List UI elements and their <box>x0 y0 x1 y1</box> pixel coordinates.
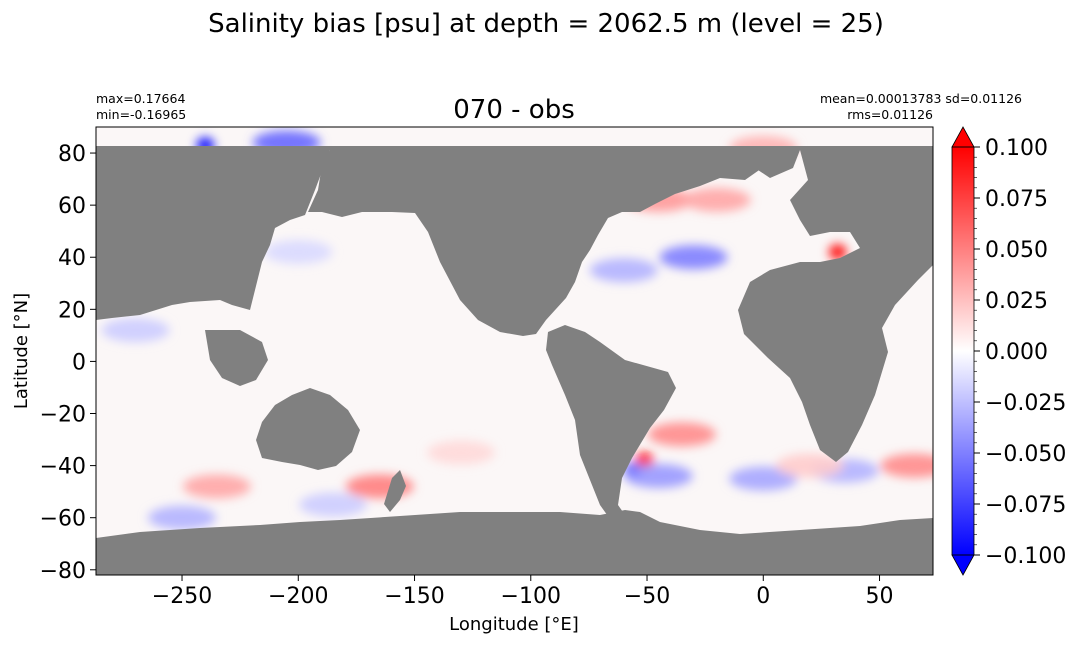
colorbar-tick-label: 0.050 <box>985 238 1048 263</box>
colorbar-tick-label: −0.050 <box>985 442 1066 467</box>
anomaly-patch <box>264 240 333 265</box>
colorbar-extend-max <box>951 126 975 148</box>
stat-min: min=-0.16965 <box>96 107 186 122</box>
anomaly-patch <box>427 440 496 465</box>
land-west-asia <box>96 150 330 320</box>
stat-rms: rms=0.01126 <box>847 107 933 122</box>
y-tick-label: 0 <box>72 350 86 375</box>
land-antarctica <box>96 510 933 575</box>
x-tick-label: −200 <box>268 584 328 609</box>
colorbar-tick-label: 0.075 <box>985 187 1048 212</box>
suptitle: Salinity bias [psu] at depth = 2062.5 m … <box>208 9 884 39</box>
anomaly-patch <box>635 452 654 469</box>
y-tick-label: 80 <box>58 142 86 167</box>
plot-frame <box>95 126 934 576</box>
x-tick-label: −150 <box>384 584 444 609</box>
land-north-america <box>308 150 765 336</box>
x-tick-label: −100 <box>501 584 561 609</box>
anomaly-patch <box>659 245 728 270</box>
land-greenland <box>740 150 800 178</box>
x-axis-label: Longitude [°E] <box>449 614 579 635</box>
y-tick-label: 60 <box>58 194 86 219</box>
y-tick-label: −60 <box>40 507 86 532</box>
anomaly-patch <box>682 187 751 212</box>
y-axis: −80 −60 −40 −20 0 20 40 60 80 <box>40 142 96 584</box>
stat-max: max=0.17664 <box>96 91 185 106</box>
x-tick-label: 0 <box>756 584 770 609</box>
colorbar-extend-min <box>951 554 975 576</box>
land-mask <box>96 146 933 575</box>
plot-title: 070 - obs <box>453 95 575 125</box>
anomaly-patch <box>589 258 658 283</box>
anomaly-patch <box>148 505 217 530</box>
anomaly-patch <box>624 464 693 489</box>
anomaly-patch <box>101 318 170 343</box>
y-axis-label: Latitude [°N] <box>11 293 32 409</box>
y-tick-label: 40 <box>58 246 86 271</box>
anomaly-patch <box>775 453 844 478</box>
colorbar-tick-label: −0.075 <box>985 493 1066 518</box>
land-maritime-continent <box>205 330 268 386</box>
colorbar-ticks: −0.100 −0.075 −0.050 −0.025 0.000 0.025 0.050 0… <box>974 136 1066 569</box>
x-axis: −250 −200 −150 −100 −50 0 50 <box>152 575 894 609</box>
anomaly-patch <box>880 453 933 478</box>
x-tick-label: −250 <box>152 584 212 609</box>
plot-area <box>96 127 933 575</box>
colorbar-tick-label: 0.100 <box>985 136 1048 161</box>
colorbar-tick-label: 0.025 <box>985 289 1048 314</box>
y-tick-label: −40 <box>40 455 86 480</box>
anomaly-patch <box>828 244 847 261</box>
anomaly-patch <box>647 422 716 447</box>
anomaly-patch <box>299 492 368 517</box>
land-south-america <box>546 325 676 526</box>
colorbar-tick-label: 0.000 <box>985 340 1048 365</box>
x-tick-label: −50 <box>624 584 670 609</box>
anomaly-patch <box>182 474 251 499</box>
land-new-zealand <box>384 470 406 512</box>
colorbar: −0.100 −0.075 −0.050 −0.025 0.000 0.025 0.050 0… <box>951 126 1066 576</box>
colorbar-gradient <box>952 147 974 555</box>
land-eurasia-africa <box>738 150 933 462</box>
colorbar-tick-label: −0.100 <box>985 544 1066 569</box>
y-tick-label: −20 <box>40 403 86 428</box>
stat-mean-sd: mean=0.00013783 sd=0.01126 <box>820 91 1022 106</box>
anomaly-patch <box>729 466 798 491</box>
x-tick-label: 50 <box>866 584 894 609</box>
y-tick-label: 20 <box>58 298 86 323</box>
land-australia <box>256 388 360 470</box>
colorbar-tick-label: −0.025 <box>985 391 1066 416</box>
land-sea-ice-edge <box>96 146 933 150</box>
y-tick-label: −80 <box>40 559 86 584</box>
